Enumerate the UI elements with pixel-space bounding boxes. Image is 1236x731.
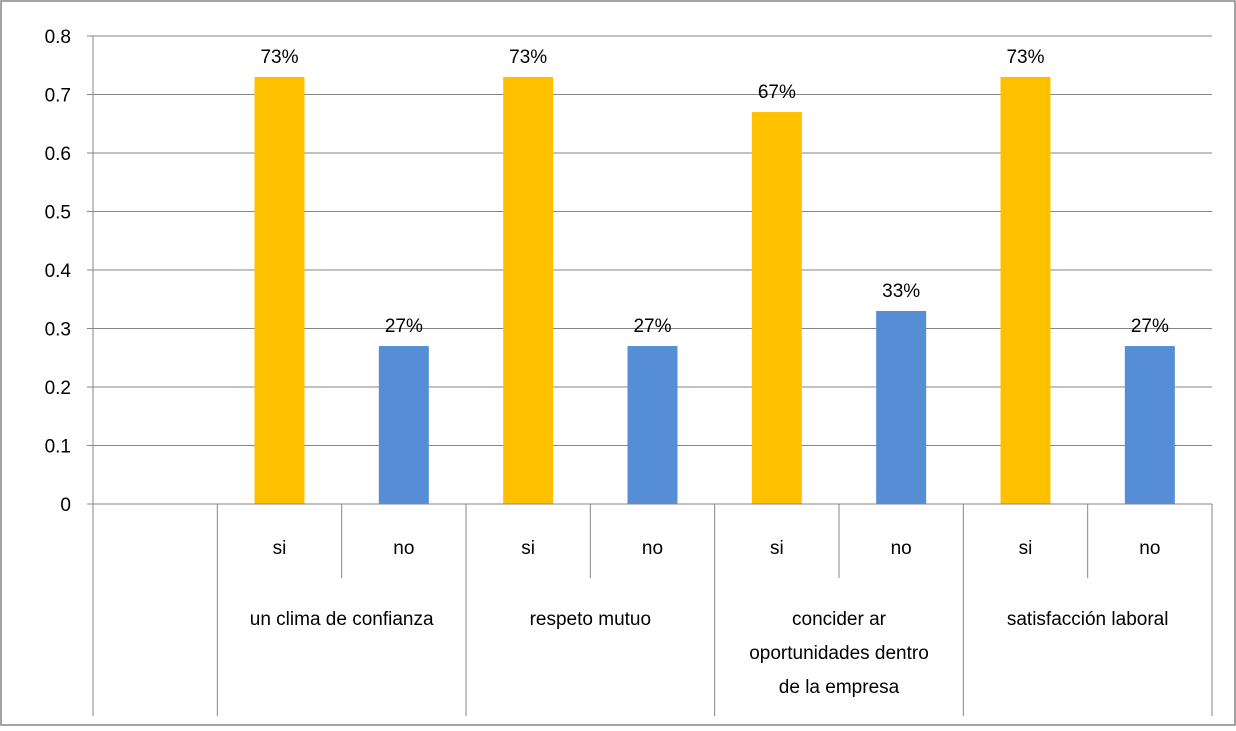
bar-si: [503, 76, 554, 504]
bar-si: [751, 112, 802, 505]
y-tick-label: 0: [60, 495, 71, 516]
data-label: 27%: [633, 316, 671, 337]
data-label: 73%: [260, 47, 298, 68]
data-label: 27%: [385, 316, 423, 337]
axes: 0 0.1 0.2 0.3 0.4 0.5 0.6 0.7 0.8 si no si no si no si n…: [45, 27, 1213, 716]
data-label: 73%: [1006, 47, 1044, 68]
y-tick-label: 0.6: [45, 144, 71, 165]
category-label: no: [393, 538, 414, 559]
data-label: 33%: [882, 281, 920, 302]
y-tick-label: 0.3: [45, 320, 71, 341]
group-label: de la empresa: [779, 677, 900, 698]
bar-si: [254, 76, 305, 504]
category-label: si: [273, 538, 287, 559]
category-label: si: [521, 538, 535, 559]
data-label: 73%: [509, 47, 547, 68]
y-tick-label: 0.7: [45, 86, 71, 107]
group-label: respeto mutuo: [530, 609, 651, 630]
bar-no: [627, 346, 678, 504]
y-tick-label: 0.5: [45, 203, 71, 224]
y-tick-label: 0.8: [45, 27, 71, 48]
y-tick-label: 0.1: [45, 437, 71, 458]
y-tick-label: 0.2: [45, 378, 71, 399]
bars: [254, 76, 1175, 505]
category-label: si: [770, 538, 784, 559]
data-label: 67%: [758, 82, 796, 103]
y-tick-label: 0.4: [45, 261, 72, 282]
group-label: concider ar: [792, 609, 887, 630]
bar-no: [378, 346, 429, 504]
group-label: satisfacción laboral: [1007, 609, 1169, 630]
group-label: oportunidades dentro: [749, 643, 929, 664]
category-label: no: [891, 538, 912, 559]
category-label: si: [1019, 538, 1033, 559]
bar-no: [876, 310, 927, 504]
data-label: 27%: [1131, 316, 1169, 337]
category-label: no: [1139, 538, 1160, 559]
bar-si: [1000, 76, 1051, 504]
category-label: no: [642, 538, 663, 559]
bar-no: [1124, 346, 1175, 504]
group-label: un clima de confianza: [250, 609, 434, 630]
data-labels: 73% 27% 73% 27% 67% 33% 73% 27%: [260, 47, 1168, 337]
